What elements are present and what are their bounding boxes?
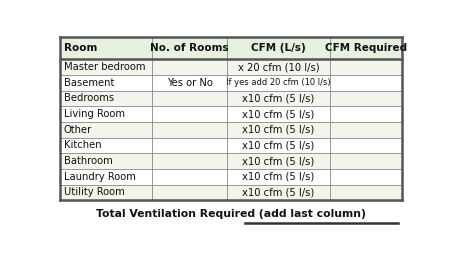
Text: Other: Other [64,125,92,135]
Text: x10 cfm (5 l/s): x10 cfm (5 l/s) [243,172,315,182]
Text: Utility Room: Utility Room [64,187,125,197]
Text: x10 cfm (5 l/s): x10 cfm (5 l/s) [243,109,315,119]
Bar [60,37,401,59]
Text: Basement: Basement [64,78,114,88]
Text: x10 cfm (5 l/s): x10 cfm (5 l/s) [243,125,315,135]
Bar [60,169,401,185]
Bar [60,91,401,106]
Bar [60,59,401,75]
Text: If yes add 20 cfm (10 l/s): If yes add 20 cfm (10 l/s) [226,78,331,87]
Text: CFM (L/s): CFM (L/s) [251,43,306,53]
Text: Kitchen: Kitchen [64,141,102,151]
Text: x 20 cfm (10 l/s): x 20 cfm (10 l/s) [238,62,320,72]
Bar [60,153,401,169]
Text: Total Ventilation Required (add last column): Total Ventilation Required (add last col… [96,209,365,219]
Bar [60,106,401,122]
Text: Master bedroom: Master bedroom [64,62,145,72]
Text: x10 cfm (5 l/s): x10 cfm (5 l/s) [243,93,315,103]
Text: No. of Rooms: No. of Rooms [150,43,229,53]
Text: Bedrooms: Bedrooms [64,93,114,103]
Text: Living Room: Living Room [64,109,125,119]
Text: CFM Required: CFM Required [324,43,407,53]
Text: Room: Room [64,43,97,53]
Bar [60,122,401,138]
Text: Bathroom: Bathroom [64,156,112,166]
Bar [60,185,401,200]
Bar [60,138,401,153]
Bar [60,75,401,91]
Text: Yes or No: Yes or No [166,78,212,88]
Text: x10 cfm (5 l/s): x10 cfm (5 l/s) [243,156,315,166]
Text: Laundry Room: Laundry Room [64,172,136,182]
Text: x10 cfm (5 l/s): x10 cfm (5 l/s) [243,141,315,151]
Text: x10 cfm (5 l/s): x10 cfm (5 l/s) [243,187,315,197]
